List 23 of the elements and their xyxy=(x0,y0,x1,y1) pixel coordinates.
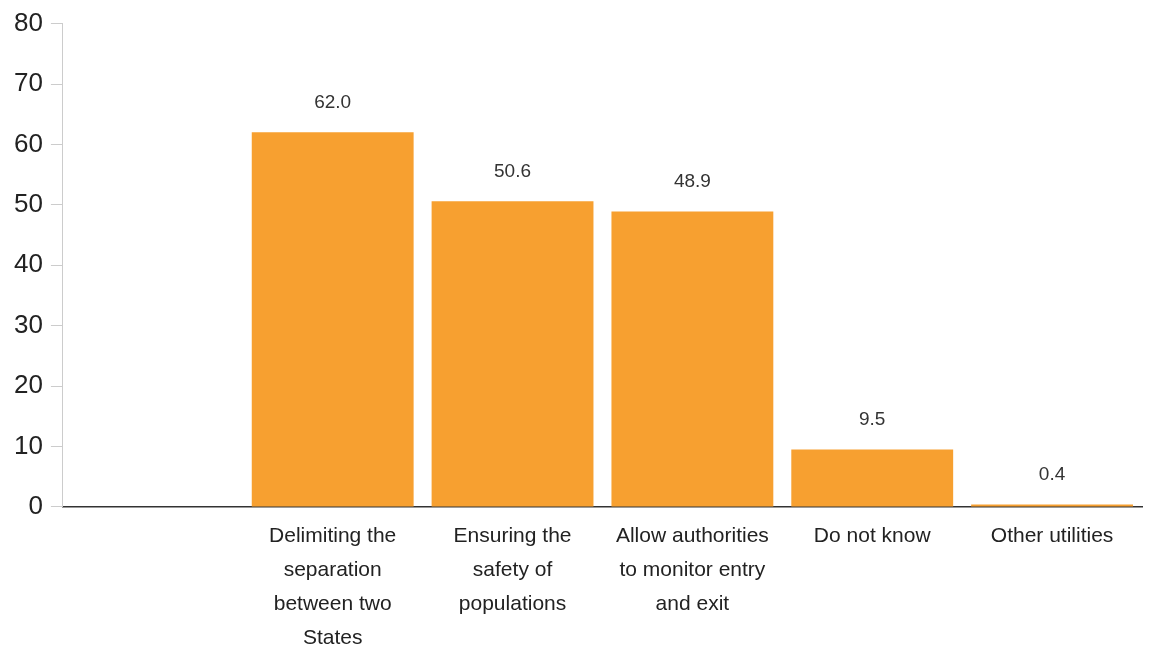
x-tick-label: Ensuring the safety of populations xyxy=(453,522,572,614)
y-tick-label: 20 xyxy=(14,369,43,400)
y-tick-label: 0 xyxy=(28,490,43,521)
y-tick-label: 60 xyxy=(14,127,43,158)
data-label: 50.6 xyxy=(494,159,532,181)
bar xyxy=(431,201,594,507)
y-tick-label: 40 xyxy=(14,248,43,279)
bar xyxy=(611,211,774,507)
bar xyxy=(251,132,414,507)
y-tick-label: 30 xyxy=(14,308,43,339)
data-label: 48.9 xyxy=(673,170,711,192)
data-label: 62.0 xyxy=(314,91,352,113)
data-label: 9.5 xyxy=(859,408,886,430)
x-tick-label: Delimiting the separation between two States xyxy=(269,522,397,648)
y-tick-label: 10 xyxy=(14,429,43,460)
x-tick-label: Other utilities xyxy=(990,522,1114,546)
bar xyxy=(791,449,954,507)
x-tick-label: Allow authorities to monitor entry and exit xyxy=(615,522,769,614)
y-tick-label: 50 xyxy=(14,188,43,219)
x-tick-label: Do not know xyxy=(813,522,932,546)
y-tick-label: 70 xyxy=(14,67,43,98)
y-tick-label: 80 xyxy=(14,6,43,37)
data-label: 0.4 xyxy=(1038,463,1066,485)
